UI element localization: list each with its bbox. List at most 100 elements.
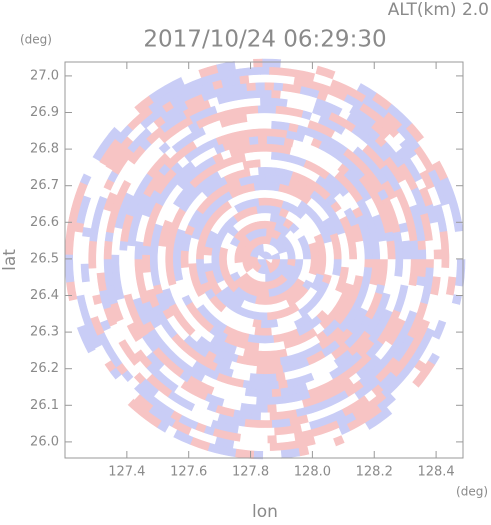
cell [280, 90, 291, 100]
cell [157, 245, 167, 264]
x-tick-label: 128.4 [417, 465, 454, 480]
cell [243, 58, 255, 69]
cell [275, 372, 286, 382]
cell [149, 240, 159, 260]
cell [262, 357, 282, 368]
cell [80, 263, 90, 283]
y-unit: (deg) [20, 33, 52, 47]
cell [203, 254, 212, 264]
cell [255, 396, 275, 406]
cell [248, 74, 268, 84]
cell [425, 240, 435, 260]
cell [260, 189, 279, 199]
cell [260, 158, 279, 168]
y-tick-label: 26.8 [30, 142, 59, 157]
cell [234, 59, 246, 70]
y-tick-label: 26.9 [30, 105, 59, 120]
cell [180, 249, 189, 269]
cell [453, 285, 464, 297]
cell [273, 81, 284, 92]
y-tick-label: 26.0 [30, 434, 59, 449]
cell [417, 258, 427, 278]
plot-frame [64, 61, 464, 459]
cell [133, 240, 144, 260]
y-tick-label: 26.6 [30, 215, 59, 230]
cell [273, 396, 284, 406]
cell [317, 250, 327, 260]
y-tick-label: 26.4 [30, 288, 59, 303]
y-axis-label: lat [0, 249, 20, 271]
cell [257, 135, 268, 145]
cell [255, 365, 284, 375]
cell [456, 258, 466, 269]
cell [253, 181, 281, 192]
cell [257, 104, 277, 114]
cell [251, 158, 262, 168]
cell [203, 262, 213, 273]
cell [126, 244, 136, 274]
cell [249, 166, 260, 176]
cell [87, 240, 98, 269]
cell [378, 240, 389, 260]
cell [277, 97, 289, 108]
cell [432, 258, 443, 278]
cell [80, 235, 90, 264]
cell [394, 258, 404, 278]
cell [364, 258, 374, 269]
cell [433, 249, 443, 260]
cell [386, 240, 397, 260]
y-tick-label: 27.0 [30, 68, 59, 83]
x-tick-label: 127.6 [170, 465, 207, 480]
cell [253, 58, 264, 68]
cell [448, 258, 458, 278]
cell [243, 418, 273, 429]
cell [243, 89, 273, 100]
cell [118, 249, 128, 269]
cell [425, 258, 435, 269]
cell [257, 166, 277, 176]
cell [118, 240, 128, 251]
cell [418, 249, 427, 260]
cell [258, 227, 268, 237]
x-tick-label: 127.8 [232, 465, 269, 480]
cell [280, 59, 291, 69]
x-unit: (deg) [456, 485, 488, 499]
y-tick-label: 26.2 [30, 361, 59, 376]
y-tick-label: 26.3 [30, 325, 59, 340]
cell [402, 249, 412, 260]
cell [441, 258, 450, 269]
cell [260, 97, 280, 107]
cell [260, 443, 270, 452]
cell [255, 81, 266, 91]
cell [298, 446, 310, 457]
cell [141, 254, 151, 273]
cell [149, 258, 159, 278]
cell [264, 112, 284, 122]
cell [103, 240, 113, 260]
cell [239, 74, 250, 85]
cell [260, 66, 270, 75]
reflectivity-field [64, 58, 466, 460]
cell [255, 143, 266, 152]
cell [248, 135, 259, 145]
cell [271, 388, 282, 398]
cell [72, 249, 82, 278]
cell [250, 411, 261, 421]
cell [141, 245, 151, 256]
cell [254, 296, 272, 306]
cell [133, 258, 144, 278]
cell [95, 244, 105, 274]
cell [246, 426, 275, 437]
cell [110, 254, 120, 274]
cell [262, 212, 272, 222]
cell [246, 81, 257, 92]
y-tick-label: 26.7 [30, 178, 59, 193]
cell [244, 387, 273, 398]
cell [266, 435, 277, 444]
chart-title: 2017/10/24 06:29:30 [143, 27, 386, 53]
x-axis-label: lon [252, 502, 278, 521]
altitude-label: ALT(km) 2.0 [388, 0, 489, 20]
cell [402, 240, 412, 251]
y-tick-label: 26.1 [30, 398, 59, 413]
